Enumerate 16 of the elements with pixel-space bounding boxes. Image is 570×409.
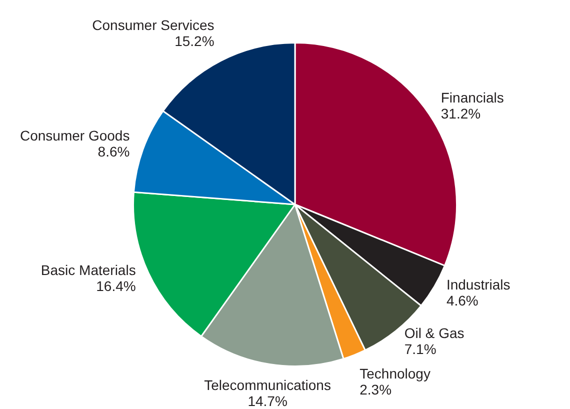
slice-label: Oil & Gas bbox=[404, 324, 464, 341]
data-label: 8.6% bbox=[98, 144, 130, 160]
slice-label: Industrials bbox=[446, 276, 510, 293]
slice-label: Consumer Services bbox=[92, 17, 214, 34]
slice-label: Telecommunications bbox=[204, 376, 331, 393]
data-label: 4.6% bbox=[446, 292, 478, 309]
data-label: 14.7% bbox=[248, 392, 288, 409]
slice-label: Financials bbox=[440, 89, 504, 106]
data-label: 31.2% bbox=[440, 105, 481, 122]
data-label: 7.1% bbox=[404, 340, 436, 357]
slice-label: Consumer Goods bbox=[20, 128, 130, 144]
data-label: 16.4% bbox=[96, 278, 136, 294]
data-label: 15.2% bbox=[174, 33, 214, 50]
slice-label: Technology bbox=[360, 366, 430, 382]
data-label: 2.3% bbox=[360, 382, 392, 398]
slice-label: Basic Materials bbox=[40, 262, 136, 278]
